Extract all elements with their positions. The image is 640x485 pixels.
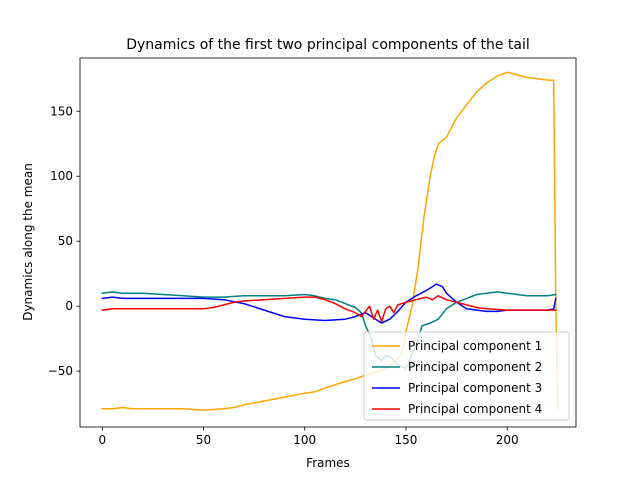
legend-label-1: Principal component 1 — [408, 339, 542, 353]
y-tick-label: 50 — [58, 234, 73, 248]
plot-frame — [79, 57, 577, 428]
series-line-4 — [101, 295, 557, 323]
x-tick-label: 0 — [98, 433, 106, 447]
x-tick-label: 200 — [496, 433, 519, 447]
y-tick-label: 150 — [50, 104, 73, 118]
legend-label-3: Principal component 3 — [408, 381, 542, 395]
legend-label-2: Principal component 2 — [408, 360, 542, 374]
y-tick-label: 0 — [65, 299, 73, 313]
x-tick-label: 100 — [293, 433, 316, 447]
x-tick-label: 150 — [394, 433, 417, 447]
legend-box — [363, 331, 570, 421]
y-tick-label: 100 — [50, 169, 73, 183]
x-tick-label: 50 — [196, 433, 211, 447]
y-tick-label: −50 — [48, 364, 73, 378]
x-axis-label: Frames — [306, 456, 350, 470]
y-axis-label: Dynamics along the mean — [21, 163, 35, 321]
chart-title: Dynamics of the first two principal comp… — [126, 37, 530, 53]
axes-layer: 0 50 100 150 200 −50 0 50 100 150 — [48, 57, 577, 447]
legend: Principal component 1 Principal component… — [363, 331, 570, 421]
legend-label-4: Principal component 4 — [408, 402, 542, 416]
